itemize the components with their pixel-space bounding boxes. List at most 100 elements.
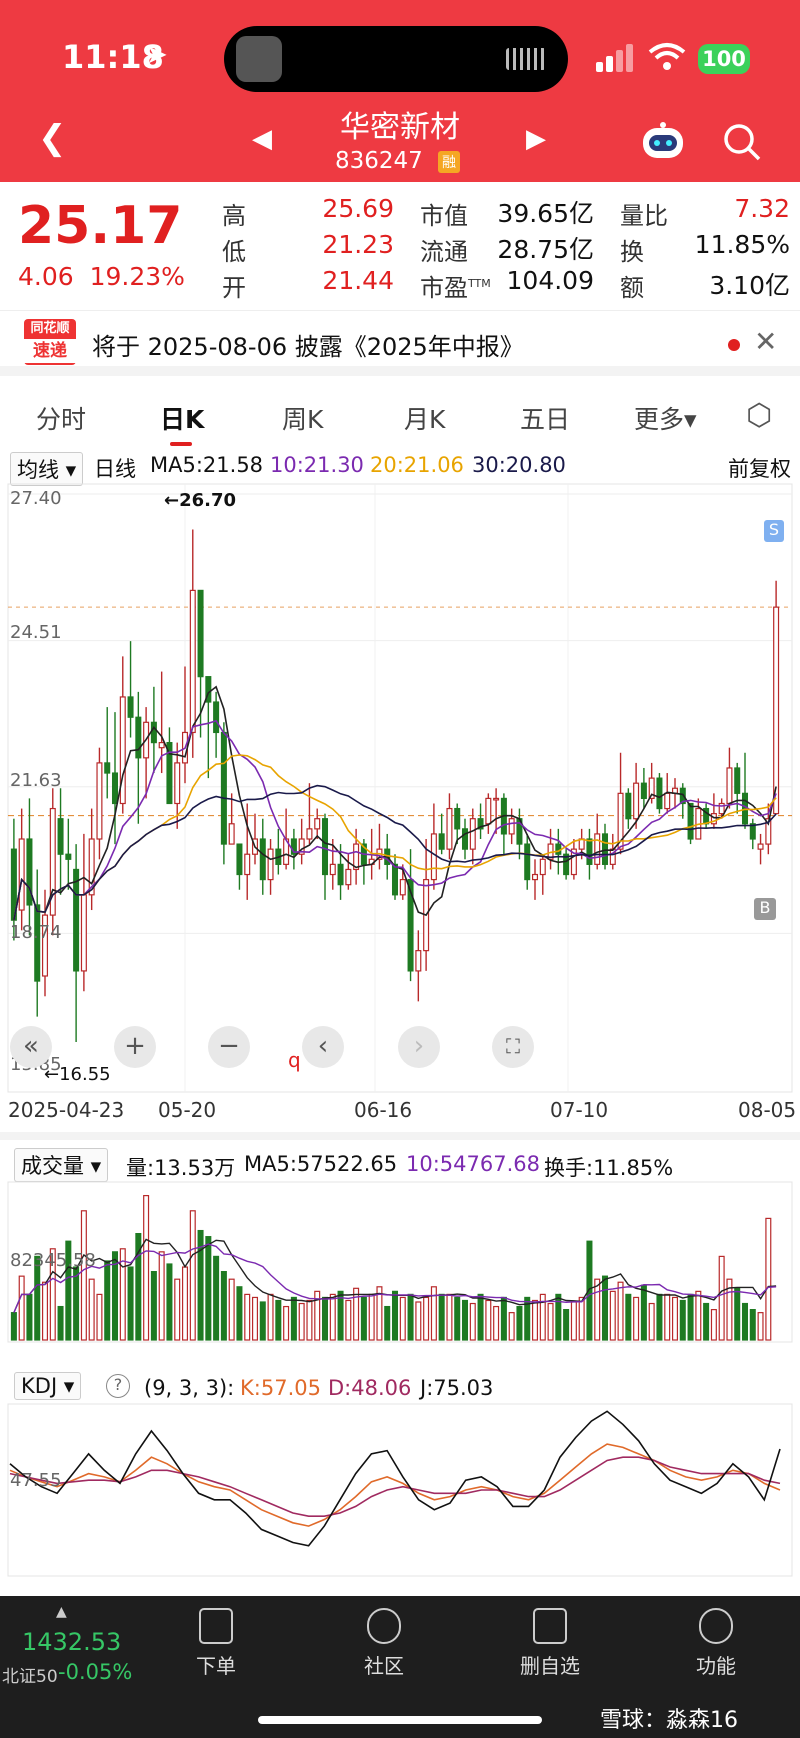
candle-body	[539, 858, 546, 876]
scroll-right-button[interactable]: ›	[398, 1026, 440, 1068]
expand-arrow-icon[interactable]: ▲	[56, 1604, 67, 1620]
robot-assistant-icon[interactable]	[640, 122, 686, 162]
signal-icon	[596, 44, 633, 72]
next-stock-button[interactable]: ▶	[526, 124, 546, 154]
volume-bar	[749, 1309, 756, 1341]
settings-hexagon-icon[interactable]: ⬡	[746, 398, 773, 433]
candle-body	[49, 807, 56, 916]
nav-order[interactable]: 下单	[166, 1608, 266, 1679]
candle-body	[415, 950, 422, 972]
candle-body	[329, 863, 336, 876]
tab-weekly-k[interactable]: 周K	[282, 405, 324, 434]
candle-body	[664, 792, 671, 810]
kdj-indicator-dropdown[interactable]: KDJ ▾	[14, 1372, 82, 1400]
help-icon[interactable]: ?	[106, 1374, 130, 1398]
volume-bar	[259, 1301, 266, 1341]
stock-name: 华密新材	[340, 110, 460, 145]
index-name: 北证50	[2, 1667, 58, 1687]
volume-bar	[430, 1286, 437, 1341]
candle-body	[469, 818, 476, 850]
nav-community[interactable]: 社区	[334, 1608, 434, 1679]
volume-bar	[73, 1266, 80, 1341]
bottom-nav: ▲ 1432.53 北证50 -0.05% 下单 社区 删自选 功能	[0, 1596, 800, 1738]
candle-body	[656, 777, 663, 810]
scroll-left-button[interactable]: ‹	[302, 1026, 344, 1068]
tab-monthly-k[interactable]: 月K	[404, 405, 446, 434]
volume-bar	[290, 1296, 297, 1341]
nav-functions[interactable]: 功能	[666, 1608, 766, 1679]
volume-bar	[671, 1296, 679, 1341]
volume-bar	[96, 1293, 103, 1341]
zoom-in-button[interactable]: +	[114, 1026, 156, 1068]
unread-dot	[728, 339, 740, 351]
volume-bar	[368, 1293, 375, 1341]
candle-body	[127, 696, 134, 718]
tab-intraday[interactable]: 分时	[36, 405, 87, 434]
volume-bar	[174, 1278, 181, 1341]
audio-wave-icon	[506, 48, 546, 70]
ma5-value: MA5:21.58	[150, 453, 264, 477]
volume-bar	[49, 1248, 56, 1341]
volume-bar	[220, 1270, 227, 1341]
volume-bar	[695, 1290, 702, 1341]
volume-y-label: 82345.58	[10, 1250, 96, 1271]
nav-remove-watchlist[interactable]: 删自选	[500, 1608, 600, 1679]
ma-line-ma30	[13, 784, 777, 921]
search-icon[interactable]	[722, 122, 762, 162]
scroll-start-button[interactable]: «	[10, 1026, 52, 1068]
volratio-label: 量比	[620, 202, 668, 230]
kline-chart[interactable]	[0, 480, 800, 1100]
zoom-out-button[interactable]: −	[208, 1026, 250, 1068]
volume-bar	[251, 1296, 259, 1341]
kdj-chart[interactable]	[0, 1400, 800, 1580]
tab-five-day[interactable]: 五日	[520, 405, 571, 434]
volume-bar	[337, 1290, 344, 1341]
candle-body	[687, 802, 694, 840]
volume-bar	[570, 1301, 577, 1341]
y-tick-label: 18.74	[10, 922, 62, 943]
tab-more[interactable]: 更多▾	[634, 405, 697, 434]
volume-bar	[236, 1286, 243, 1341]
candle-body	[710, 813, 717, 825]
float-value: 28.75亿	[497, 235, 594, 264]
volume-bar	[500, 1296, 507, 1341]
tab-daily-k[interactable]: 日K	[160, 405, 205, 434]
news-notice-bar[interactable]: 同花顺 速递 将于 2025-08-06 披露《2025年中报》 ✕	[0, 310, 800, 376]
volume-bar	[391, 1290, 399, 1341]
volume-bar	[353, 1287, 360, 1341]
adjust-mode[interactable]: 前复权	[728, 457, 791, 481]
volume-chart[interactable]	[0, 1178, 800, 1352]
volume-bar	[306, 1299, 313, 1341]
index-value[interactable]: 1432.53	[22, 1628, 122, 1656]
candle-body	[298, 838, 305, 855]
close-icon[interactable]: ✕	[754, 325, 778, 358]
candle-body	[197, 589, 204, 678]
volume-bar	[734, 1287, 741, 1341]
volume-bar	[438, 1293, 445, 1341]
low-marker: ←16.55	[44, 1064, 111, 1085]
indicator-dropdown[interactable]: 均线 ▾	[10, 452, 84, 486]
volume-bar	[158, 1251, 165, 1341]
turnover-label: 换	[620, 238, 644, 266]
back-button[interactable]: ❮	[38, 118, 67, 158]
volume-bar	[469, 1302, 476, 1341]
kdj-d: D:48.06	[328, 1376, 412, 1400]
y-tick-label: 24.51	[10, 622, 62, 643]
battery-indicator: 100	[698, 44, 750, 74]
low-value: 21.23	[322, 230, 394, 259]
active-tab-indicator	[170, 442, 192, 446]
prev-stock-button[interactable]: ◀	[252, 124, 272, 154]
volume-indicator-dropdown[interactable]: 成交量 ▾	[14, 1148, 109, 1182]
kdj-line-k	[9, 1443, 781, 1527]
sell-signal-marker: S	[764, 520, 784, 542]
volume-bar	[594, 1278, 601, 1341]
volume-bar	[205, 1236, 212, 1341]
fullscreen-button[interactable]: ⛶	[492, 1026, 534, 1068]
candle-body	[166, 742, 173, 805]
volume-bar	[516, 1305, 523, 1341]
volume-bar	[384, 1305, 391, 1341]
pe-label: 市盈TTM	[420, 274, 491, 302]
volume-bar	[150, 1270, 157, 1341]
volume-bar	[345, 1299, 352, 1341]
notice-text[interactable]: 将于 2025-08-06 披露《2025年中报》	[92, 333, 524, 361]
